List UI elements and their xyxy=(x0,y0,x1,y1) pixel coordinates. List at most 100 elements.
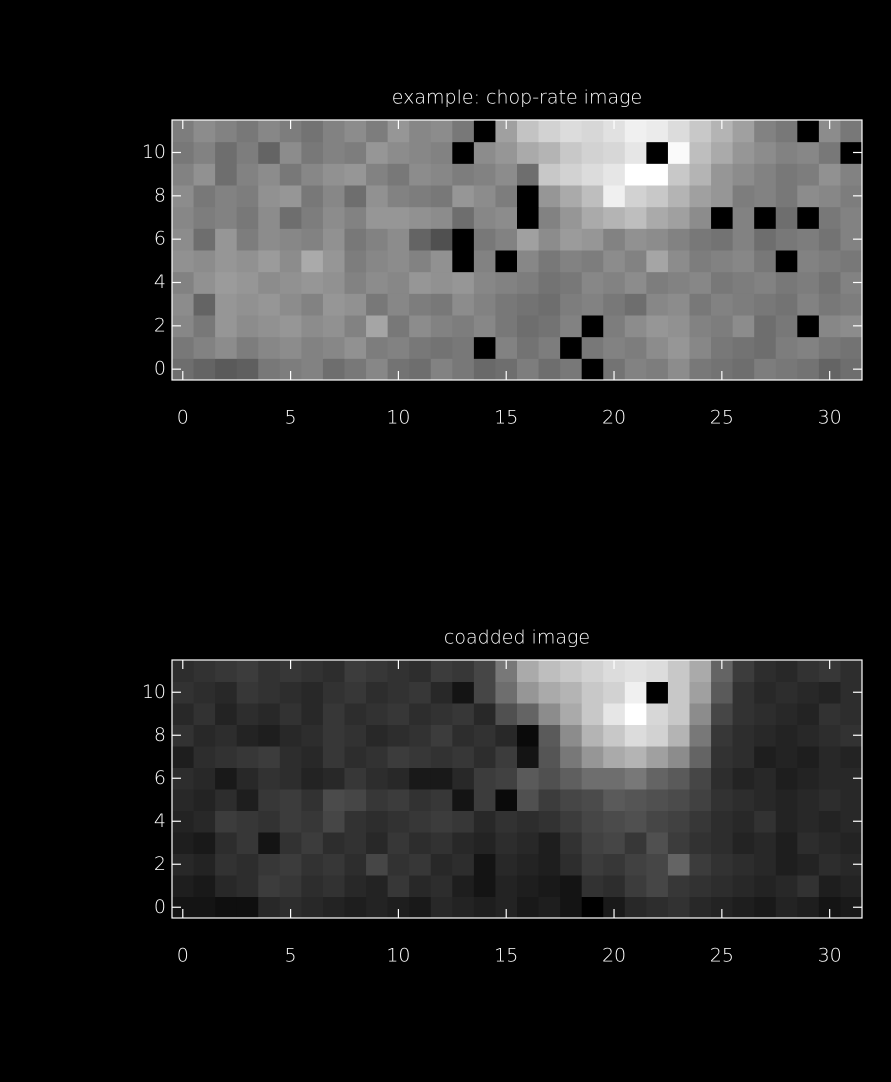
heatmap-cell xyxy=(668,746,690,768)
heatmap-cell xyxy=(409,811,431,833)
heatmap-cell xyxy=(474,337,496,359)
heatmap-cell xyxy=(819,789,841,811)
x-tick-label: 10 xyxy=(386,407,410,429)
heatmap-cell xyxy=(582,725,604,747)
heatmap-cell xyxy=(474,897,496,919)
heatmap-cell xyxy=(797,725,819,747)
heatmap-cell xyxy=(690,789,712,811)
heatmap-cell xyxy=(754,875,776,897)
heatmap-cell xyxy=(797,142,819,164)
heatmap-cell xyxy=(625,358,647,380)
heatmap-cell xyxy=(797,228,819,250)
x-tick-label: 15 xyxy=(494,407,518,429)
heatmap-cell xyxy=(345,768,367,790)
heatmap-cell xyxy=(646,293,668,315)
heatmap-cell xyxy=(409,789,431,811)
heatmap-cell xyxy=(754,897,776,919)
heatmap-cell xyxy=(625,185,647,207)
heatmap-cell xyxy=(603,854,625,876)
heatmap-cell xyxy=(582,250,604,272)
heatmap-cell xyxy=(194,228,216,250)
heatmap-cell xyxy=(517,207,539,229)
heatmap-cell xyxy=(495,142,517,164)
heatmap-cell xyxy=(711,207,733,229)
heatmap-cell xyxy=(194,875,216,897)
heatmap-cell xyxy=(840,660,862,682)
heatmap-cell xyxy=(345,228,367,250)
heatmap-cell xyxy=(539,250,561,272)
heatmap-cell xyxy=(711,703,733,725)
heatmap-cell xyxy=(258,207,280,229)
heatmap-cell xyxy=(711,337,733,359)
heatmap-cell xyxy=(258,703,280,725)
heatmap-cell xyxy=(409,897,431,919)
heatmap-cell xyxy=(366,293,388,315)
heatmap-cell xyxy=(646,789,668,811)
heatmap-cell xyxy=(194,272,216,294)
heatmap-cell xyxy=(495,811,517,833)
heatmap-cell xyxy=(495,768,517,790)
heatmap-cell xyxy=(776,120,798,142)
heatmap-cell xyxy=(582,207,604,229)
heatmap-cell xyxy=(495,185,517,207)
heatmap-cell xyxy=(194,315,216,337)
heatmap-cell xyxy=(690,228,712,250)
heatmap-cell xyxy=(625,120,647,142)
heatmap-cell xyxy=(560,337,582,359)
y-tick-label: 8 xyxy=(154,184,166,206)
heatmap-cell xyxy=(474,854,496,876)
heatmap-cell xyxy=(819,315,841,337)
heatmap-cell xyxy=(603,315,625,337)
heatmap-cell xyxy=(237,746,259,768)
heatmap-cell xyxy=(582,746,604,768)
heatmap-cell xyxy=(237,293,259,315)
heatmap-cell xyxy=(409,315,431,337)
heatmap-cell xyxy=(452,250,474,272)
heatmap-cell xyxy=(431,725,453,747)
heatmap-cell xyxy=(388,725,410,747)
heatmap-cell xyxy=(280,682,302,704)
heatmap-cell xyxy=(711,746,733,768)
heatmap-cell xyxy=(754,337,776,359)
heatmap-cell xyxy=(474,768,496,790)
heatmap-cell xyxy=(646,207,668,229)
heatmap-cell xyxy=(668,315,690,337)
heatmap-cell xyxy=(690,207,712,229)
heatmap-cell xyxy=(495,682,517,704)
heatmap-cell xyxy=(215,337,237,359)
heatmap-cell xyxy=(517,832,539,854)
heatmap-cell xyxy=(668,142,690,164)
heatmap-cell xyxy=(301,142,323,164)
heatmap-cell xyxy=(582,875,604,897)
heatmap-cell xyxy=(495,789,517,811)
heatmap-cell xyxy=(366,854,388,876)
heatmap-cell xyxy=(388,682,410,704)
heatmap-cell xyxy=(237,120,259,142)
heatmap-cell xyxy=(366,703,388,725)
heatmap-cell xyxy=(646,897,668,919)
heatmap-cell xyxy=(215,768,237,790)
y-tick-label: 6 xyxy=(154,767,166,789)
heatmap-cell xyxy=(776,207,798,229)
heatmap-cell xyxy=(194,250,216,272)
heatmap-cell xyxy=(474,272,496,294)
heatmap-cell xyxy=(840,832,862,854)
y-tick-label: 0 xyxy=(154,896,166,918)
heatmap-cell xyxy=(582,789,604,811)
heatmap-cell xyxy=(819,272,841,294)
heatmap-cell xyxy=(474,746,496,768)
heatmap-cell xyxy=(560,746,582,768)
heatmap-cell xyxy=(194,832,216,854)
heatmap-cell xyxy=(560,725,582,747)
heatmap-cell xyxy=(237,250,259,272)
heatmap-cell xyxy=(323,337,345,359)
heatmap-cell xyxy=(280,337,302,359)
heatmap-cell xyxy=(776,660,798,682)
heatmap-cell xyxy=(172,207,194,229)
heatmap-cell xyxy=(797,768,819,790)
heatmap-cell xyxy=(646,120,668,142)
heatmap-cell xyxy=(431,854,453,876)
heatmap-cell xyxy=(452,120,474,142)
heatmap-cell xyxy=(819,811,841,833)
heatmap-cell xyxy=(194,358,216,380)
